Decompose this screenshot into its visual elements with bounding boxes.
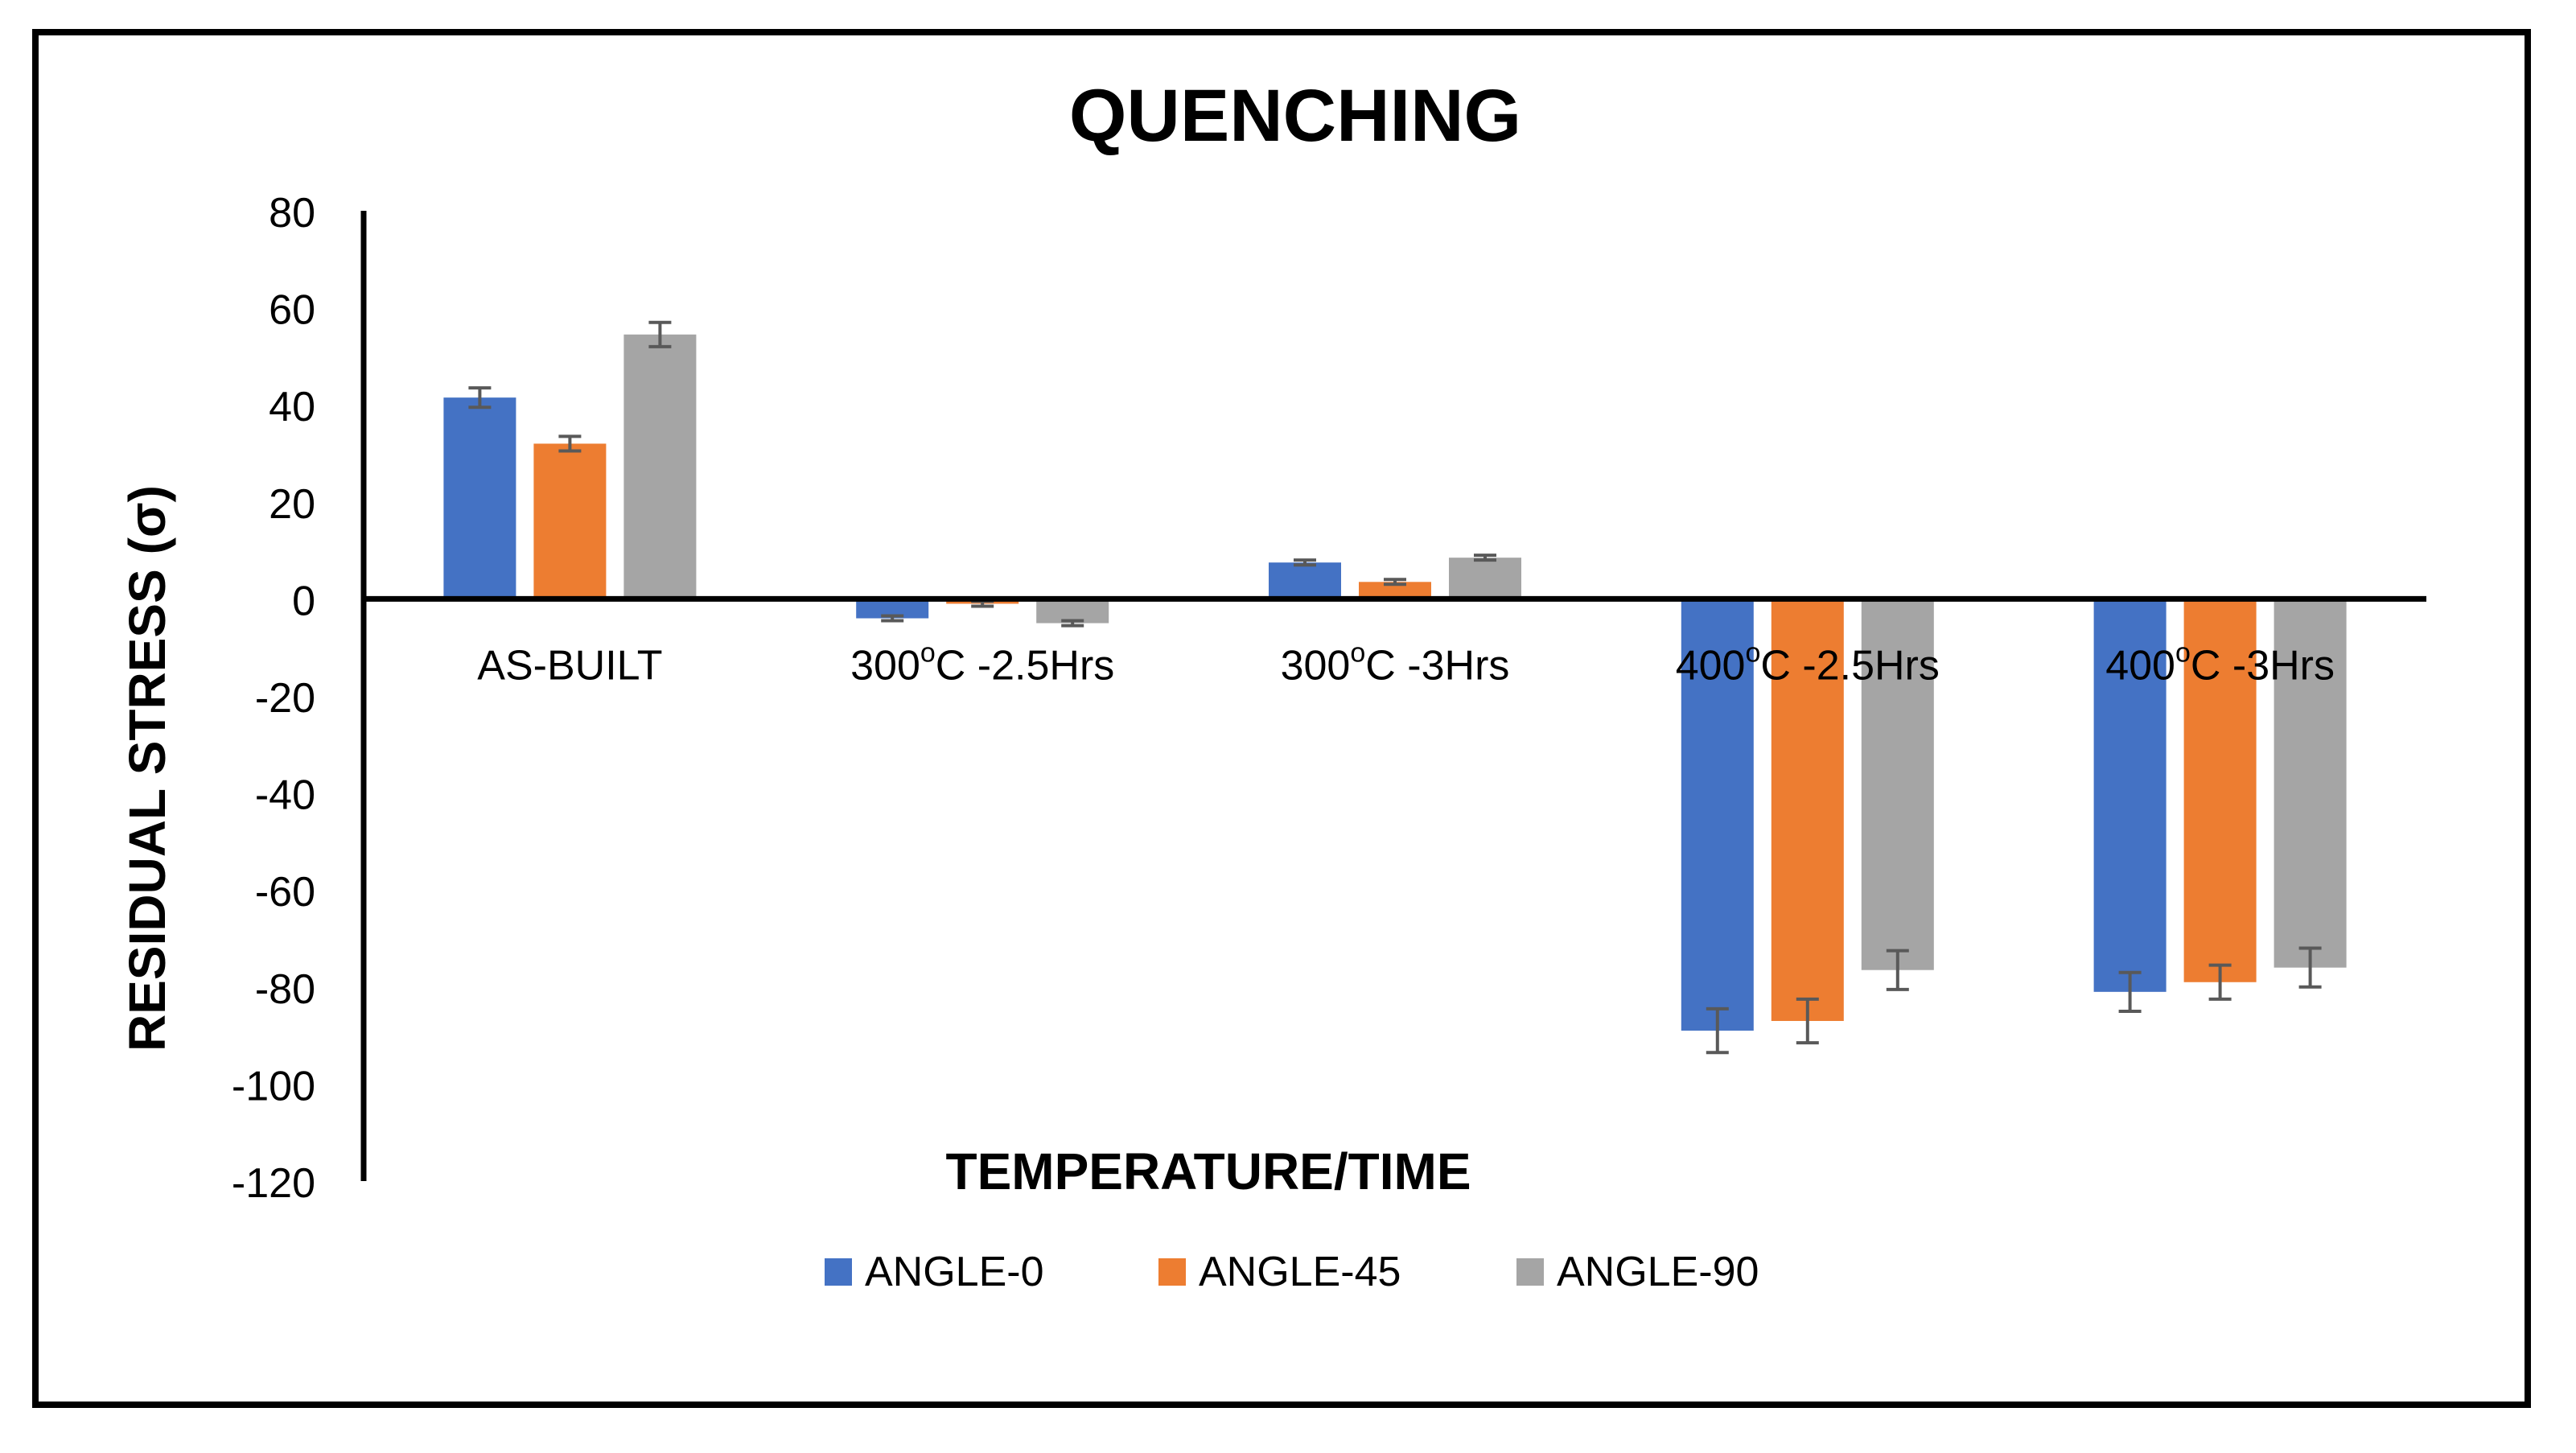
y-tick-label: 60 <box>269 287 315 334</box>
legend-swatch-angle-45 <box>1158 1258 1186 1286</box>
y-tick-label: -100 <box>232 1063 315 1109</box>
bar-angle-90-cat-3 <box>1861 599 1934 970</box>
category-label: 400oC -2.5Hrs <box>1676 637 1940 689</box>
bar-angle-90-cat-1 <box>1036 599 1109 624</box>
legend-swatch-angle-90 <box>1516 1258 1544 1286</box>
bar-angle-0-cat-2 <box>1269 562 1341 599</box>
y-axis-ticks: 80 60 40 20 0 -20 -40 -60 -80 -100 -120 <box>232 190 315 1207</box>
bar-angle-90-cat-2 <box>1449 558 1521 599</box>
bar-angle-45-cat-0 <box>533 443 607 599</box>
y-tick-label: -120 <box>232 1160 315 1207</box>
y-tick-label: -80 <box>255 966 315 1013</box>
y-tick-label: 80 <box>269 190 315 237</box>
legend-label-angle-90: ANGLE-90 <box>1557 1249 1759 1295</box>
y-tick-label: 40 <box>269 384 315 430</box>
legend-label-angle-45: ANGLE-45 <box>1199 1249 1401 1295</box>
y-tick-label: 20 <box>269 481 315 528</box>
legend-swatch-angle-0 <box>825 1258 852 1286</box>
bar-angle-90-cat-0 <box>623 334 697 599</box>
category-label: 300oC -2.5Hrs <box>850 637 1114 689</box>
y-axis-label: RESIDUAL STRESS (σ) <box>118 485 176 1052</box>
chart-title: QUENCHING <box>1069 75 1521 157</box>
bar-angle-90-cat-4 <box>2274 599 2347 968</box>
category-label: 400oC -3Hrs <box>2105 637 2335 689</box>
x-axis-label: TEMPERATURE/TIME <box>945 1142 1471 1200</box>
chart-frame <box>32 29 2531 1408</box>
error-bars <box>468 320 2322 1055</box>
y-tick-label: -40 <box>255 772 315 819</box>
y-tick-label: -20 <box>255 675 315 722</box>
bar-angle-0-cat-0 <box>443 397 516 599</box>
legend-label-angle-0: ANGLE-0 <box>865 1249 1044 1295</box>
y-tick-label: 0 <box>292 578 315 624</box>
category-label: AS-BUILT <box>477 642 662 689</box>
category-label: 300oC -3Hrs <box>1281 637 1510 689</box>
bar-angle-0-cat-3 <box>1681 599 1754 1031</box>
bar-angle-45-cat-4 <box>2183 599 2257 982</box>
category-labels: AS-BUILT 300oC -2.5Hrs 300oC -3Hrs 400oC -2… <box>477 637 2335 689</box>
legend: ANGLE-0 ANGLE-45 ANGLE-90 <box>825 1249 1759 1295</box>
bar-angle-45-cat-2 <box>1359 582 1431 599</box>
y-tick-label: -60 <box>255 869 315 916</box>
bar-series <box>443 334 2347 1031</box>
bar-angle-45-cat-3 <box>1771 599 1844 1022</box>
bar-angle-0-cat-4 <box>2093 599 2167 992</box>
